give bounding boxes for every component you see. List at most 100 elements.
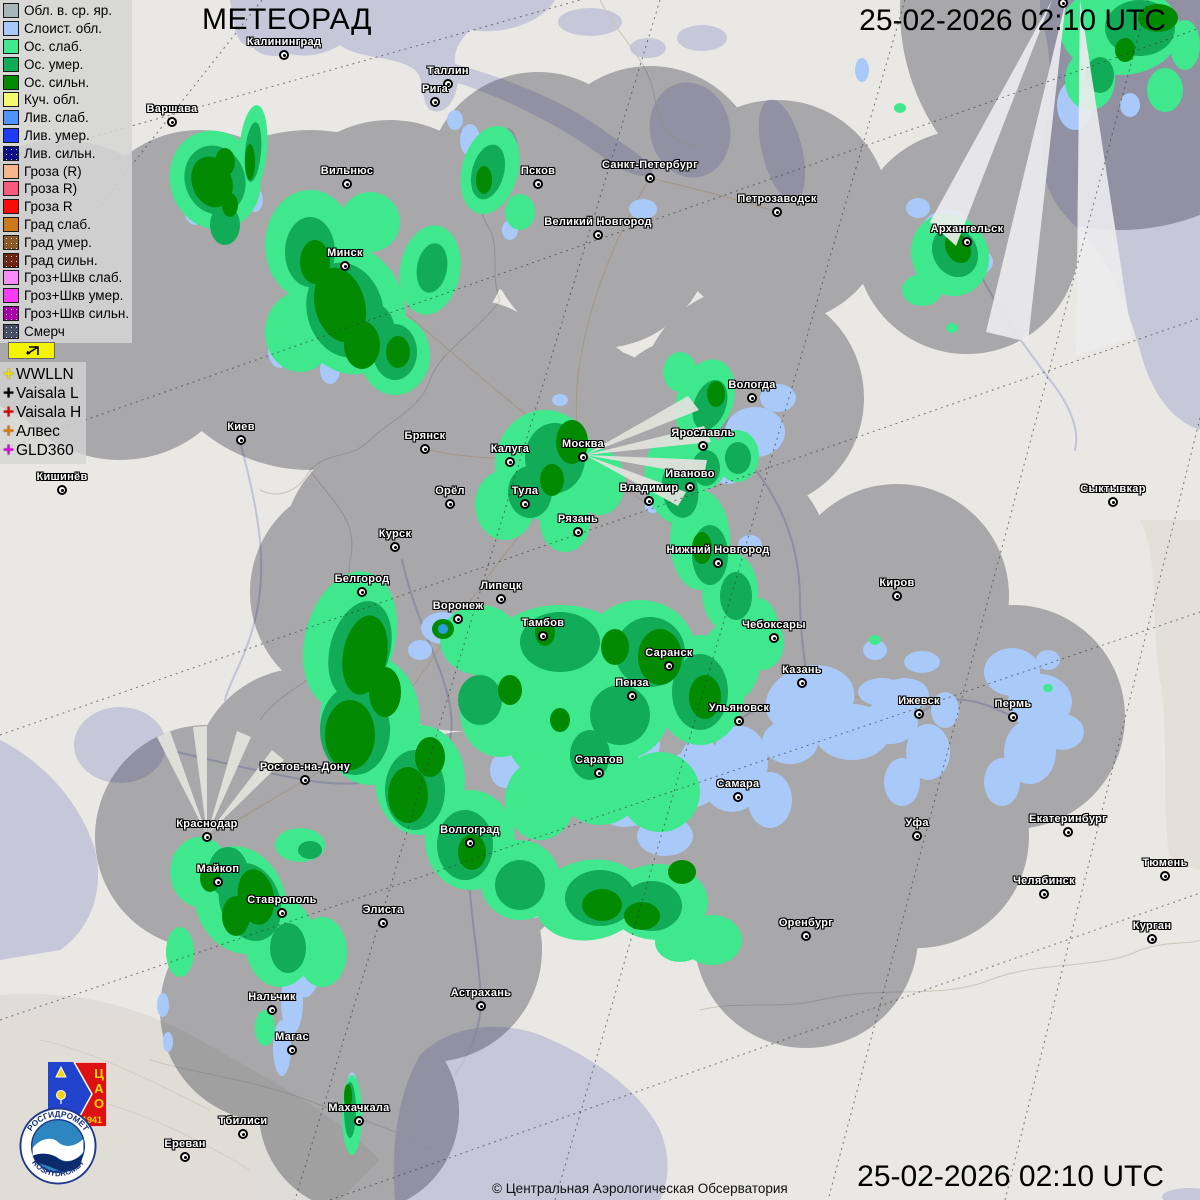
legend-swatch bbox=[3, 145, 19, 161]
precip-cell bbox=[902, 274, 942, 306]
precip-cell bbox=[408, 640, 432, 660]
legend-swatch bbox=[3, 288, 19, 304]
city-label: Магас bbox=[275, 1031, 309, 1043]
city-marker bbox=[378, 918, 388, 928]
legend-label: Ос. слаб. bbox=[24, 38, 83, 54]
legend-label: Смерч bbox=[24, 323, 65, 339]
graticule-line bbox=[329, 892, 1200, 1200]
legend-label: Град слаб. bbox=[24, 216, 91, 232]
precip-cell bbox=[458, 675, 502, 725]
city-label: Майкоп bbox=[196, 863, 240, 875]
legend-label: Лив. слаб. bbox=[24, 110, 89, 126]
city-marker bbox=[453, 614, 463, 624]
city-marker bbox=[573, 527, 583, 537]
precip-cell bbox=[904, 651, 940, 673]
precip-cell bbox=[222, 896, 250, 936]
precip-cell bbox=[505, 760, 575, 840]
precip-cell bbox=[325, 700, 375, 770]
lightning-network-label: GLD360 bbox=[16, 441, 74, 459]
legend-item: Град слаб. bbox=[3, 216, 132, 234]
precip-cell bbox=[906, 198, 930, 218]
precip-cell bbox=[297, 917, 347, 987]
graticule-line bbox=[554, 0, 906, 1200]
precip-cell bbox=[344, 1084, 352, 1108]
city-marker bbox=[962, 237, 972, 247]
city-marker bbox=[57, 485, 67, 495]
precip-cell bbox=[166, 927, 194, 977]
precip-cell bbox=[1120, 93, 1140, 117]
city-label: Уфа bbox=[905, 817, 929, 829]
legend-label: Куч. обл. bbox=[24, 92, 80, 108]
precip-cell bbox=[884, 758, 920, 806]
legend-label: Ос. умер. bbox=[24, 56, 84, 72]
city-marker bbox=[797, 678, 807, 688]
precip-cell bbox=[1036, 650, 1060, 670]
precip-cell bbox=[863, 640, 887, 660]
city-marker bbox=[533, 179, 543, 189]
precip-cell bbox=[215, 148, 235, 176]
legend-swatch bbox=[3, 38, 19, 54]
precipitation-layer bbox=[157, 0, 1200, 1155]
precip-cell bbox=[946, 323, 958, 333]
precip-cell bbox=[416, 243, 448, 293]
city-label: Тюмень bbox=[1142, 857, 1188, 869]
precip-cell bbox=[720, 572, 752, 620]
legend-label: Гроза (R) bbox=[24, 163, 82, 179]
city-marker bbox=[801, 931, 811, 941]
city-label: Воронеж bbox=[432, 600, 484, 612]
precip-cell bbox=[692, 532, 712, 564]
graticule-line bbox=[0, 317, 1200, 736]
timestamp-top: 25-02-2026 02:10 UTC bbox=[859, 4, 1166, 37]
legend-item: Ос. слаб. bbox=[3, 38, 132, 56]
legend-label: Гроз+Шкв слаб. bbox=[24, 270, 123, 286]
legend-label: Гроз+Шкв сильн. bbox=[24, 305, 130, 321]
city-marker bbox=[1147, 934, 1157, 944]
city-label: Киров bbox=[879, 577, 915, 589]
city-label: Орёл bbox=[435, 485, 465, 497]
legend-label: Лив. сильн. bbox=[24, 145, 96, 161]
city-label: Москва bbox=[562, 438, 604, 450]
precip-cell bbox=[906, 724, 950, 780]
precip-cell bbox=[1147, 68, 1183, 112]
city-marker bbox=[357, 587, 367, 597]
city-label: Минск bbox=[327, 247, 363, 259]
lightning-cross-icon: + bbox=[2, 440, 15, 461]
city-label: Рига bbox=[422, 83, 448, 95]
precip-cell bbox=[300, 240, 330, 284]
city-marker bbox=[892, 591, 902, 601]
city-label: Санкт-Петербург bbox=[602, 159, 698, 171]
city-label: Тамбов bbox=[521, 617, 565, 629]
copyright-text: © Центральная Аэрологическая Обсерватори… bbox=[492, 1181, 788, 1196]
precip-cell bbox=[689, 675, 721, 719]
precip-cell bbox=[740, 614, 784, 670]
city-marker bbox=[1039, 889, 1049, 899]
city-marker bbox=[1063, 827, 1073, 837]
precip-cell bbox=[762, 720, 818, 764]
city-marker bbox=[645, 173, 655, 183]
timestamp-bottom: 25-02-2026 02:10 UTC bbox=[857, 1160, 1164, 1193]
city-label: Великий Новгород bbox=[544, 216, 652, 228]
precip-cell bbox=[1040, 714, 1084, 750]
city-marker bbox=[267, 1005, 277, 1015]
precip-cell bbox=[505, 194, 535, 230]
legend-swatch bbox=[3, 234, 19, 250]
city-marker bbox=[443, 79, 453, 89]
city-marker bbox=[202, 832, 212, 842]
legend-swatch bbox=[3, 199, 19, 215]
city-marker bbox=[180, 1152, 190, 1162]
precip-cell bbox=[582, 889, 622, 921]
city-label: Элиста bbox=[362, 904, 404, 916]
legend-swatch bbox=[3, 56, 19, 72]
lightning-cross-icon: + bbox=[2, 383, 15, 404]
city-marker bbox=[538, 631, 548, 641]
lightning-cross-icon: + bbox=[2, 402, 15, 423]
legend-item: Лив. слаб. bbox=[3, 109, 132, 127]
legend-swatch bbox=[3, 127, 19, 143]
legend-item: Слоист. обл. bbox=[3, 20, 132, 38]
legend-swatch bbox=[3, 181, 19, 197]
precip-cell bbox=[862, 700, 918, 744]
precip-cell bbox=[540, 464, 564, 496]
city-marker bbox=[300, 775, 310, 785]
legend-item: Гроз+Шкв слаб. bbox=[3, 269, 132, 287]
